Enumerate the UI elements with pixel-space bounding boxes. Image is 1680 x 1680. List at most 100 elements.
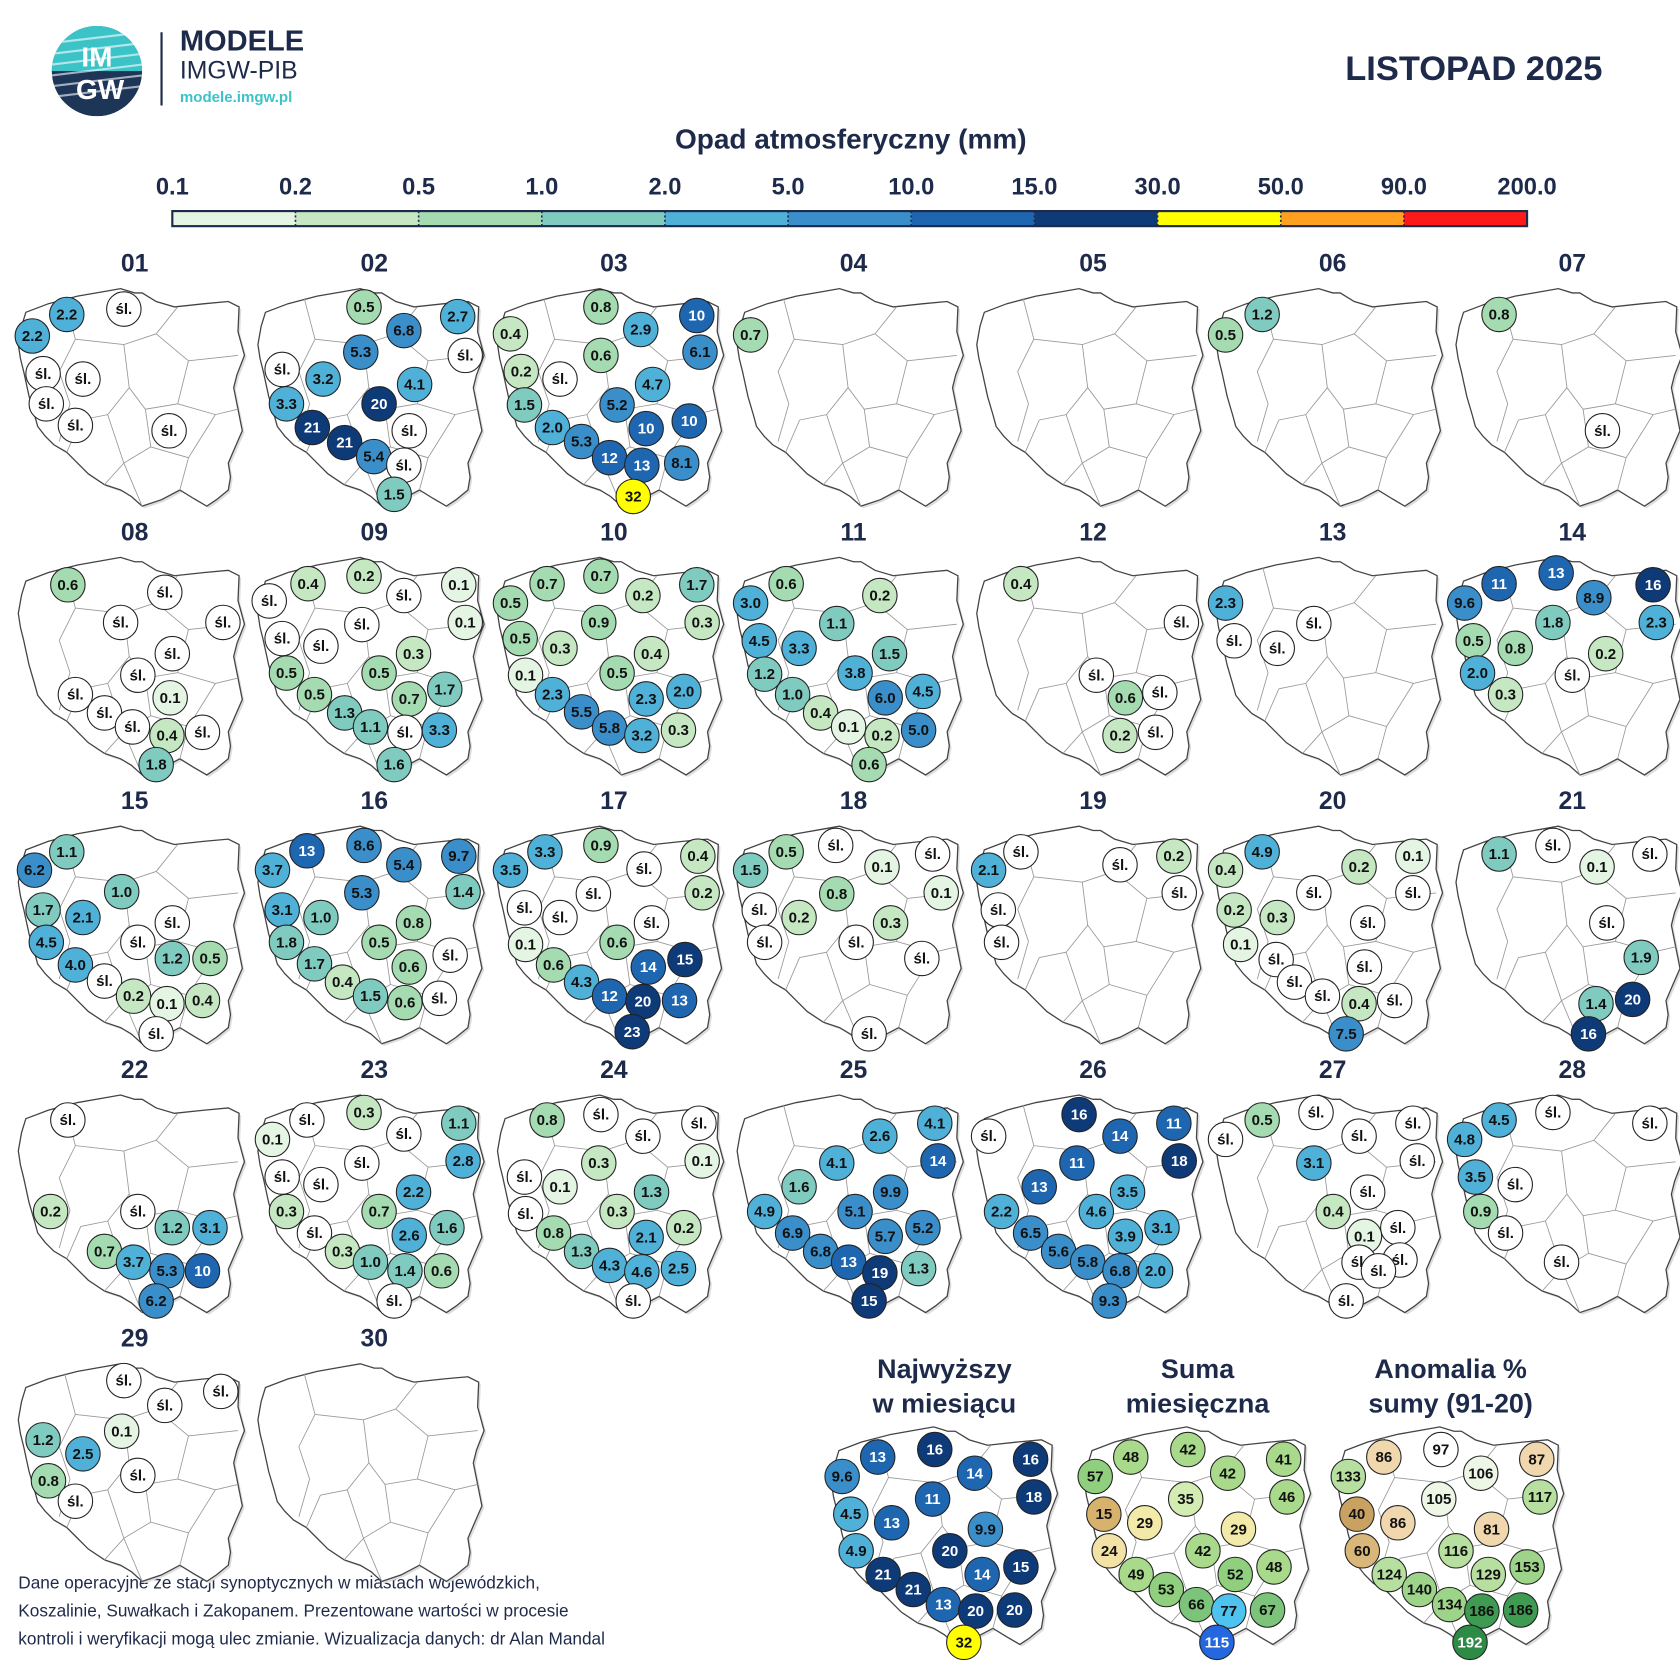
station-value: 0.2 — [123, 988, 144, 1005]
station-value: 2.0 — [1467, 665, 1488, 682]
station-value: 4.3 — [571, 974, 592, 991]
station-value: śl. — [386, 1293, 403, 1310]
station-value: 1.2 — [162, 1220, 183, 1237]
station-value: 0.2 — [40, 1204, 61, 1221]
station-value: 0.4 — [1010, 576, 1032, 593]
legend-swatch — [1158, 211, 1281, 226]
station-value: 0.8 — [1489, 307, 1510, 324]
station-value: 97 — [1433, 1442, 1450, 1459]
station-value: śl. — [827, 837, 844, 854]
station-value: 10 — [194, 1263, 211, 1280]
station-value: 186 — [1508, 1602, 1533, 1619]
station-value: 14 — [640, 959, 657, 976]
station-value: śl. — [1226, 633, 1243, 650]
station-value: 12 — [601, 988, 618, 1005]
station-value: 0.7 — [399, 691, 420, 708]
station-value: 1.6 — [384, 757, 405, 774]
summary-title: sumy (91-20) — [1368, 1388, 1533, 1418]
station-value: 0.1 — [872, 859, 893, 876]
legend-swatch — [172, 211, 295, 226]
station-value: 0.6 — [394, 995, 415, 1012]
station-value: 0.2 — [354, 568, 375, 585]
station-value: 0.1 — [111, 1423, 132, 1440]
station-value: śl. — [1088, 667, 1105, 684]
station-value: 0.6 — [431, 1263, 452, 1280]
station-value: 4.9 — [754, 1204, 775, 1221]
legend-tick-label: 1.0 — [525, 175, 558, 201]
station-value: śl. — [38, 396, 55, 413]
station-value: 10 — [638, 421, 655, 438]
station-value: 2.6 — [869, 1128, 890, 1145]
legend-swatch — [665, 211, 788, 226]
day-label: 29 — [121, 1326, 149, 1353]
station-value: 1.5 — [879, 646, 900, 663]
station-value: 20 — [941, 1543, 958, 1560]
station-value: 5.3 — [156, 1263, 177, 1280]
station-value: 0.4 — [641, 646, 663, 663]
legend-swatch — [1034, 211, 1157, 226]
station-value: 0.8 — [826, 886, 847, 903]
station-value: 3.1 — [1303, 1155, 1324, 1172]
station-value: 4.3 — [599, 1257, 620, 1274]
station-value: 0.5 — [776, 844, 797, 861]
station-value: 4.1 — [404, 377, 425, 394]
station-value: śl. — [585, 886, 602, 903]
station-value: 21 — [875, 1567, 892, 1584]
station-value: 0.9 — [588, 615, 609, 632]
station-value: 1.3 — [908, 1261, 929, 1278]
day-label: 03 — [600, 250, 628, 277]
station-value: 0.8 — [38, 1473, 59, 1490]
station-value: 13 — [840, 1254, 857, 1271]
station-value: 0.6 — [776, 576, 797, 593]
station-value: 0.8 — [590, 299, 611, 316]
station-value: 13 — [299, 843, 316, 860]
station-value: śl. — [156, 1397, 173, 1414]
station-value: śl. — [1351, 1128, 1368, 1145]
station-value: 0.5 — [276, 665, 297, 682]
station-value: 20 — [1624, 991, 1641, 1008]
station-value: 35 — [1177, 1491, 1194, 1508]
legend-swatch — [1404, 211, 1527, 226]
station-value: 0.4 — [500, 326, 522, 343]
station-value: 1.5 — [360, 988, 381, 1005]
station-value: 1.2 — [1252, 307, 1273, 324]
summary-title: Anomalia % — [1374, 1354, 1527, 1384]
station-value: 6.8 — [393, 323, 414, 340]
station-value: 14 — [974, 1567, 991, 1584]
station-value: 5.2 — [607, 397, 628, 414]
station-value: 3.3 — [276, 396, 297, 413]
station-value: 46 — [1279, 1489, 1296, 1506]
station-value: 20 — [967, 1603, 984, 1620]
station-value: 5.1 — [845, 1204, 866, 1221]
station-value: 20 — [371, 396, 388, 413]
station-value: śl. — [751, 902, 768, 919]
station-value: 0.6 — [543, 957, 564, 974]
day-label: 19 — [1079, 788, 1107, 815]
station-value: 16 — [1645, 577, 1662, 594]
station-value: 32 — [625, 489, 642, 506]
station-value: 117 — [1528, 1489, 1552, 1506]
map-outline — [1216, 557, 1444, 777]
station-value: 0.7 — [740, 327, 761, 344]
station-value: 32 — [955, 1634, 972, 1651]
logo-text: GW — [76, 74, 125, 105]
station-value: 1.2 — [162, 951, 183, 968]
station-value: śl. — [395, 588, 412, 605]
station-value: 3.5 — [1465, 1169, 1486, 1186]
station-value: 3.7 — [123, 1254, 144, 1271]
station-value: 0.9 — [1470, 1204, 1491, 1221]
station-value: 3.3 — [789, 640, 810, 657]
station-value: 2.3 — [542, 687, 563, 704]
station-value: 18 — [1025, 1489, 1042, 1506]
day-label: 13 — [1319, 519, 1347, 546]
station-value: śl. — [442, 947, 459, 964]
station-value: 4.6 — [631, 1264, 652, 1281]
station-value: 2.2 — [56, 307, 77, 324]
station-value: 9.6 — [1454, 595, 1475, 612]
station-value: 105 — [1426, 1491, 1451, 1508]
station-value: 13 — [1548, 565, 1565, 582]
org: IMGW-PIB — [180, 58, 298, 85]
station-value: śl. — [1389, 1220, 1406, 1237]
day-label: 15 — [121, 788, 149, 815]
station-value: 0.5 — [1252, 1112, 1273, 1129]
